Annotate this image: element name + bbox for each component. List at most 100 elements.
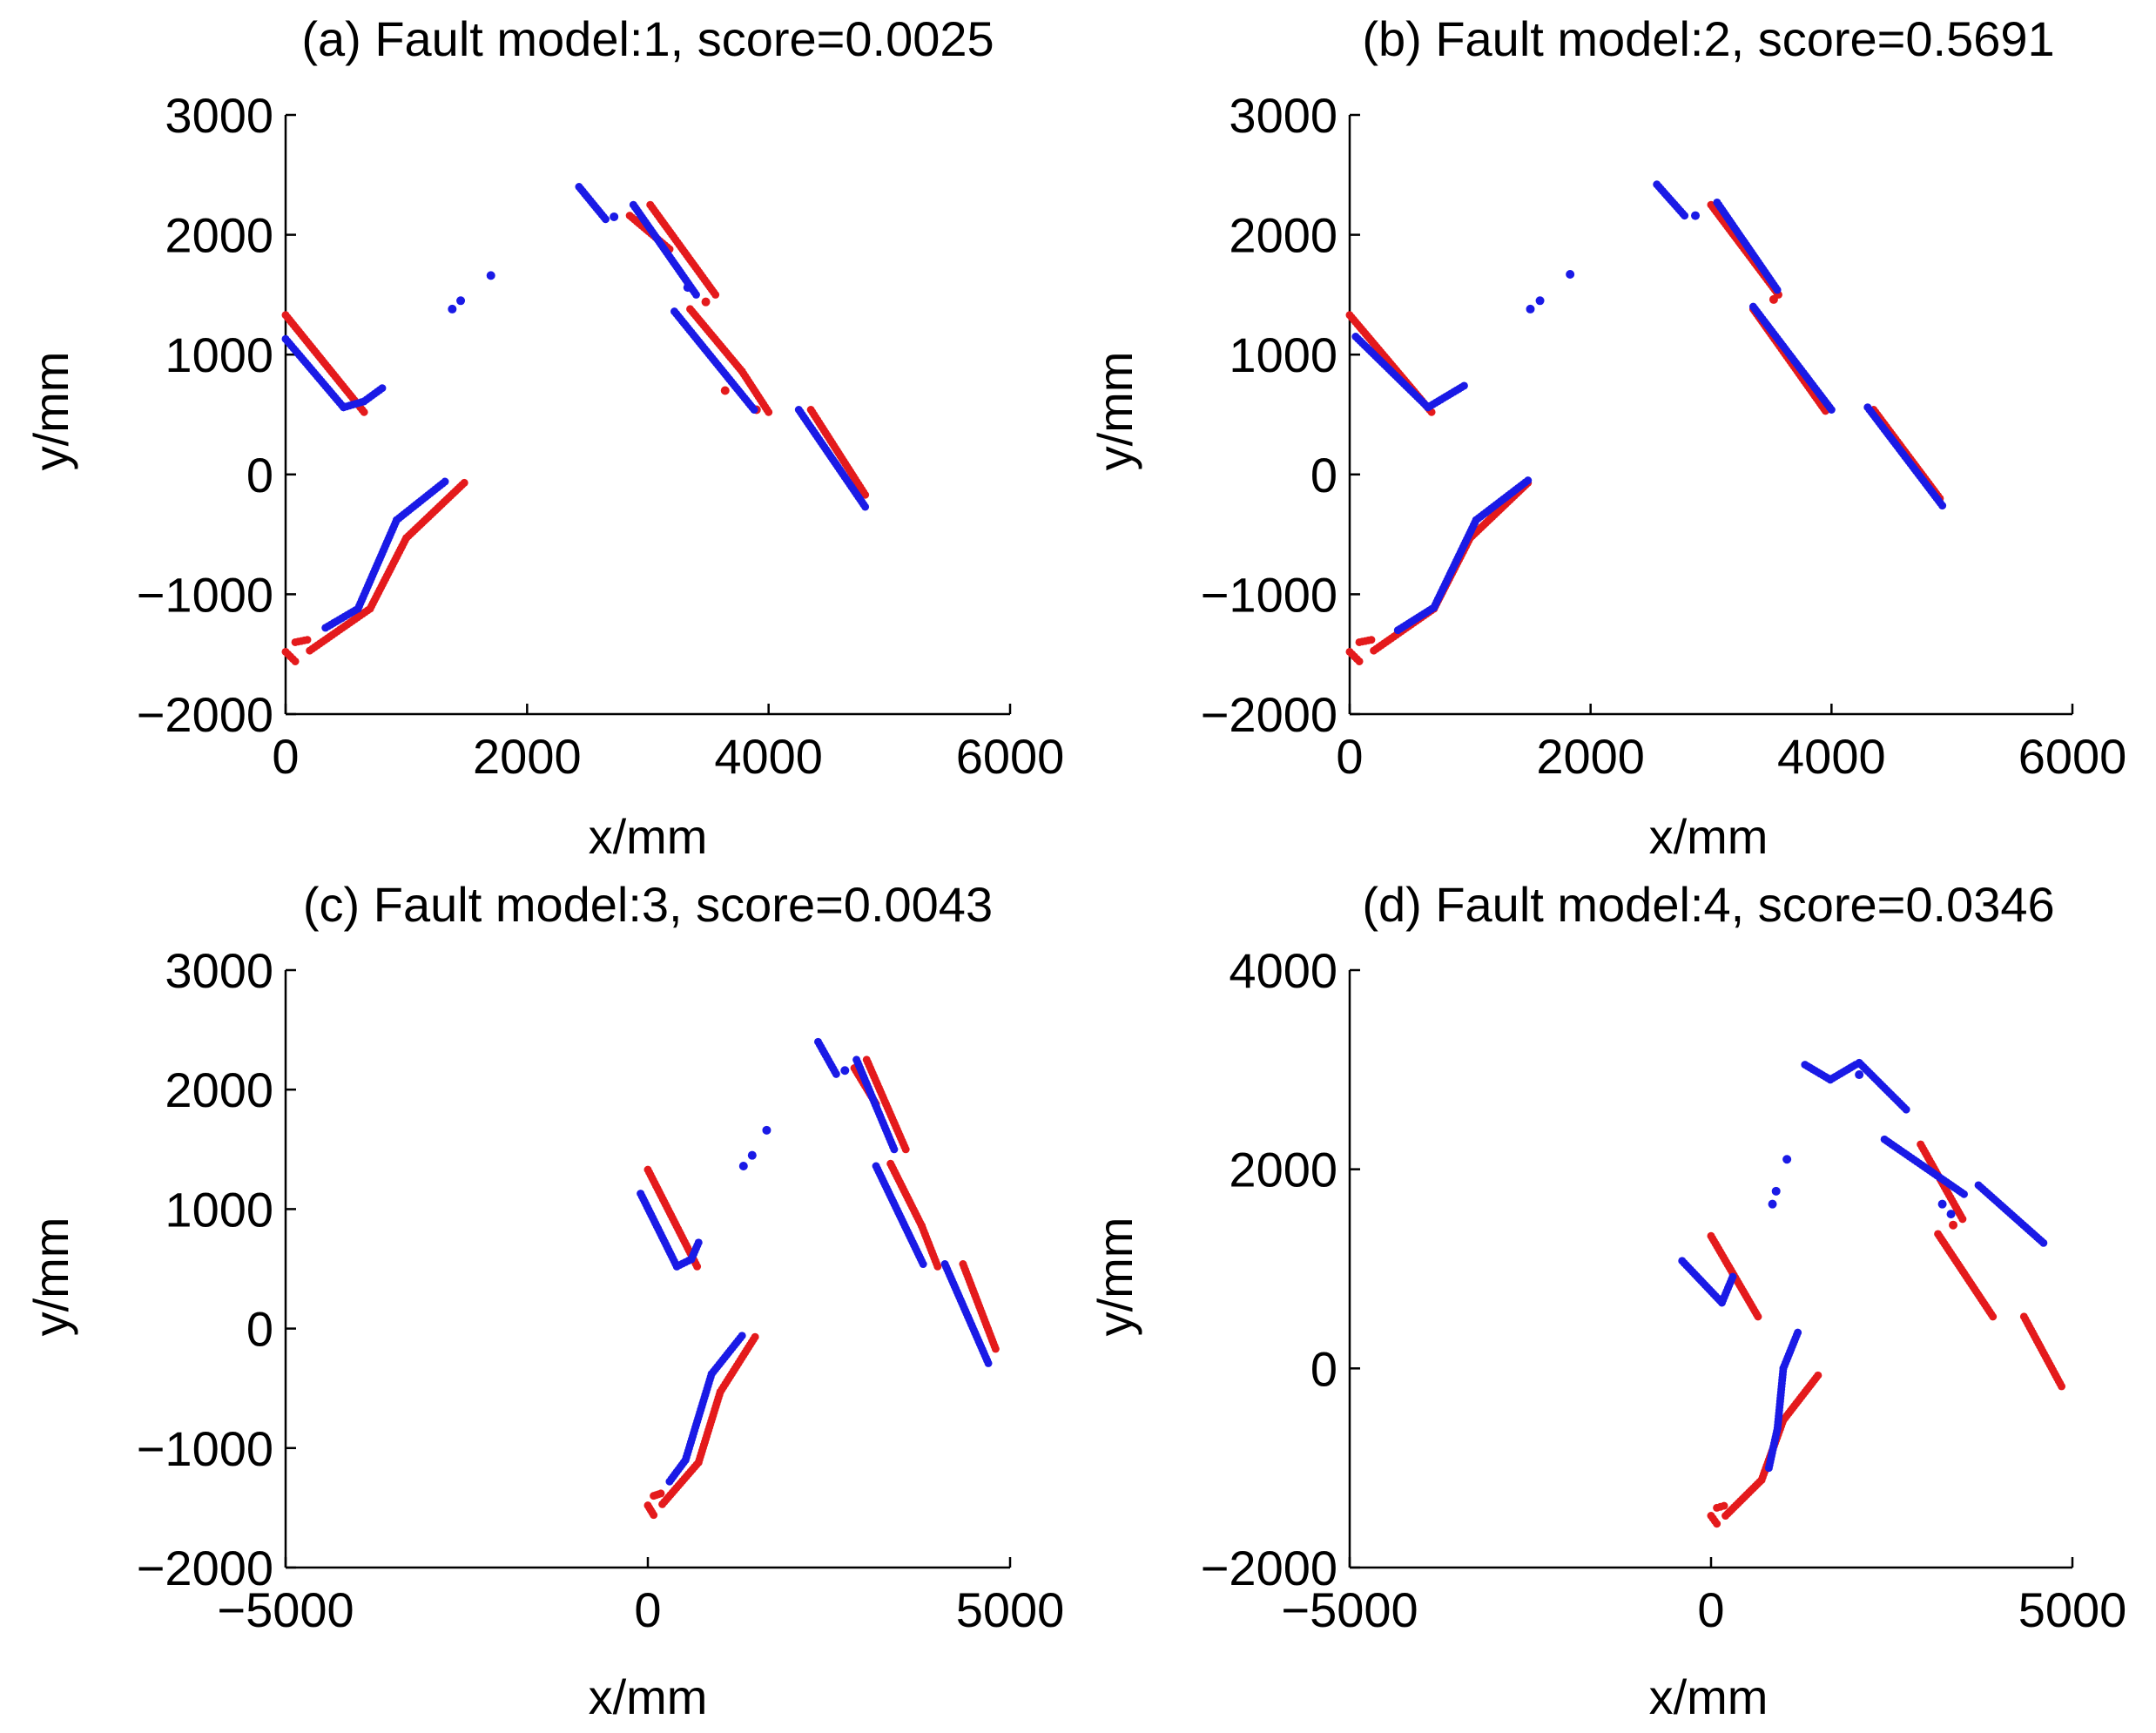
panel-c-red-point — [901, 1145, 910, 1154]
panel-b-xlabel: x/mm — [1649, 809, 1769, 864]
panel-b-blue-point — [1938, 502, 1947, 510]
panel-a-red-point — [701, 297, 711, 307]
panel-d-blue-point — [1794, 1328, 1802, 1337]
panel-b-title: (b) Fault model:2, score=0.5691 — [1362, 11, 2054, 66]
panel-b-fault-model-2: (b) Fault model:2, score=0.5691 x/mm y/m… — [1088, 11, 2126, 864]
panel-d-blue-point — [1946, 1210, 1956, 1219]
panel-c-ytick-label: 1000 — [165, 1182, 273, 1237]
panel-a-ytick-label: 0 — [246, 448, 273, 502]
panel-b-red-point — [1769, 294, 1778, 304]
panel-c-ytick-label: 3000 — [165, 943, 273, 998]
panel-b-blue-point — [1827, 405, 1836, 414]
panel-c-xtick-labels: −5000 0 5000 — [217, 1582, 1064, 1637]
panel-c-xtick-label: −5000 — [217, 1582, 354, 1637]
panel-c-xtick-label: 0 — [634, 1582, 661, 1637]
panel-c-xtick-label: 5000 — [956, 1582, 1065, 1637]
panel-c-ytick-label: −2000 — [137, 1541, 273, 1595]
panel-a-ytick-label: 2000 — [165, 208, 273, 263]
panel-a-red-point — [303, 636, 312, 644]
panel-c-blue-point — [738, 1332, 746, 1340]
panel-d-red-point — [1713, 1520, 1721, 1528]
panel-c-ytick-labels: −2000 −1000 0 1000 2000 3000 — [137, 943, 273, 1595]
panel-d-data-marks — [1678, 1058, 2066, 1528]
panel-a-blue-point — [441, 477, 449, 486]
panel-c-xlabel: x/mm — [589, 1669, 708, 1724]
panel-d-ylabel: y/mm — [1088, 1217, 1142, 1337]
panel-d-blue-point — [1960, 1190, 1968, 1198]
panel-d-blue-point — [1771, 1186, 1781, 1196]
panel-a-red-point — [460, 478, 468, 487]
panel-b-blue-point — [1681, 212, 1689, 220]
panel-d-blue-point — [1902, 1105, 1910, 1114]
panel-b-xtick-label: 0 — [1336, 729, 1363, 784]
panel-a-xtick-label: 2000 — [473, 729, 582, 784]
panel-b-ytick-label: 1000 — [1229, 327, 1337, 382]
panel-a-blue-point — [486, 271, 495, 280]
panel-a-blue-point — [683, 283, 692, 293]
panel-d-blue-point — [1728, 1272, 1737, 1281]
panel-b-blue-point — [1459, 381, 1468, 390]
panel-a-blue-point — [448, 304, 457, 314]
panel-d-blue-point — [1937, 1199, 1947, 1209]
panel-c-blue-point — [919, 1260, 927, 1269]
panel-a-red-point — [711, 290, 720, 299]
panel-a-ytick-label: 3000 — [165, 88, 273, 143]
panel-d-red-point — [1814, 1371, 1822, 1379]
panel-c-ytick-label: 0 — [246, 1302, 273, 1357]
panel-b-ytick-label: 3000 — [1229, 88, 1337, 143]
panel-b-data-marks — [1345, 180, 1947, 665]
panel-a-xlabel: x/mm — [589, 809, 708, 864]
panel-d-ytick-labels: −2000 0 2000 4000 — [1201, 943, 1337, 1595]
panel-c-ytick-label: 2000 — [165, 1062, 273, 1117]
panel-d-xtick-label: 0 — [1697, 1582, 1724, 1637]
panel-a-fault-model-1: (a) Fault model:1, score=0.0025 x/mm y/m… — [24, 11, 1064, 864]
panel-b-blue-point — [1691, 211, 1701, 220]
panel-c-red-point — [693, 1262, 702, 1271]
panel-b-ytick-label: −2000 — [1201, 687, 1337, 742]
panel-d-ytick-label: 0 — [1310, 1341, 1337, 1396]
panel-d-blue-point — [2039, 1238, 2048, 1247]
panel-b-blue-point — [1566, 270, 1575, 280]
panel-c-red-point — [650, 1511, 658, 1520]
panel-c-red-point — [657, 1489, 665, 1498]
panel-a-red-point — [291, 657, 300, 665]
panel-c-blue-point — [738, 1162, 748, 1171]
panel-c-ytick-label: −1000 — [137, 1421, 273, 1476]
panel-c-blue-point — [984, 1359, 993, 1367]
panel-d-red-point — [1958, 1215, 1967, 1224]
panel-b-axes — [1348, 113, 2074, 716]
panel-a-blue-point — [378, 384, 387, 393]
panel-d-fault-model-4: (d) Fault model:4, score=0.0346 x/mm y/m… — [1088, 877, 2126, 1724]
panel-c-data-marks — [637, 1037, 1000, 1520]
panel-b-red-point — [1355, 657, 1364, 665]
panel-c-red-point — [933, 1262, 942, 1271]
panel-d-red-point — [1949, 1220, 1958, 1230]
panel-d-red-point — [1754, 1312, 1762, 1321]
panel-c-blue-point — [694, 1238, 703, 1247]
panel-c-blue-point — [890, 1145, 899, 1154]
panel-d-red-point — [1720, 1501, 1728, 1510]
panel-d-red-point — [1989, 1312, 1998, 1321]
panel-c-blue-point — [832, 1069, 840, 1078]
panel-d-blue-point — [1855, 1070, 1864, 1080]
panel-b-blue-point — [1535, 296, 1545, 306]
panel-d-xtick-label: −5000 — [1281, 1582, 1418, 1637]
panel-b-xtick-label: 2000 — [1536, 729, 1645, 784]
panel-a-red-point — [861, 490, 870, 499]
panel-d-ytick-label: 4000 — [1229, 943, 1337, 998]
panel-a-ytick-label: −2000 — [137, 687, 273, 742]
panel-d-title: (d) Fault model:4, score=0.0346 — [1362, 877, 2054, 932]
panel-a-axes — [284, 113, 1012, 716]
panel-c-ylabel: y/mm — [24, 1217, 78, 1337]
panel-a-red-point — [765, 408, 773, 416]
panel-c-blue-point — [762, 1125, 771, 1135]
panel-a-title: (a) Fault model:1, score=0.0025 — [301, 11, 994, 66]
panel-c-title: (c) Fault model:3, score=0.0043 — [303, 877, 993, 932]
panel-c-red-point — [991, 1345, 1000, 1353]
panel-b-ytick-labels: −2000 −1000 0 1000 2000 3000 — [1201, 88, 1337, 742]
panel-c-axes — [284, 968, 1012, 1569]
panel-a-blue-point — [861, 502, 870, 511]
panel-a-xtick-label: 6000 — [956, 729, 1065, 784]
